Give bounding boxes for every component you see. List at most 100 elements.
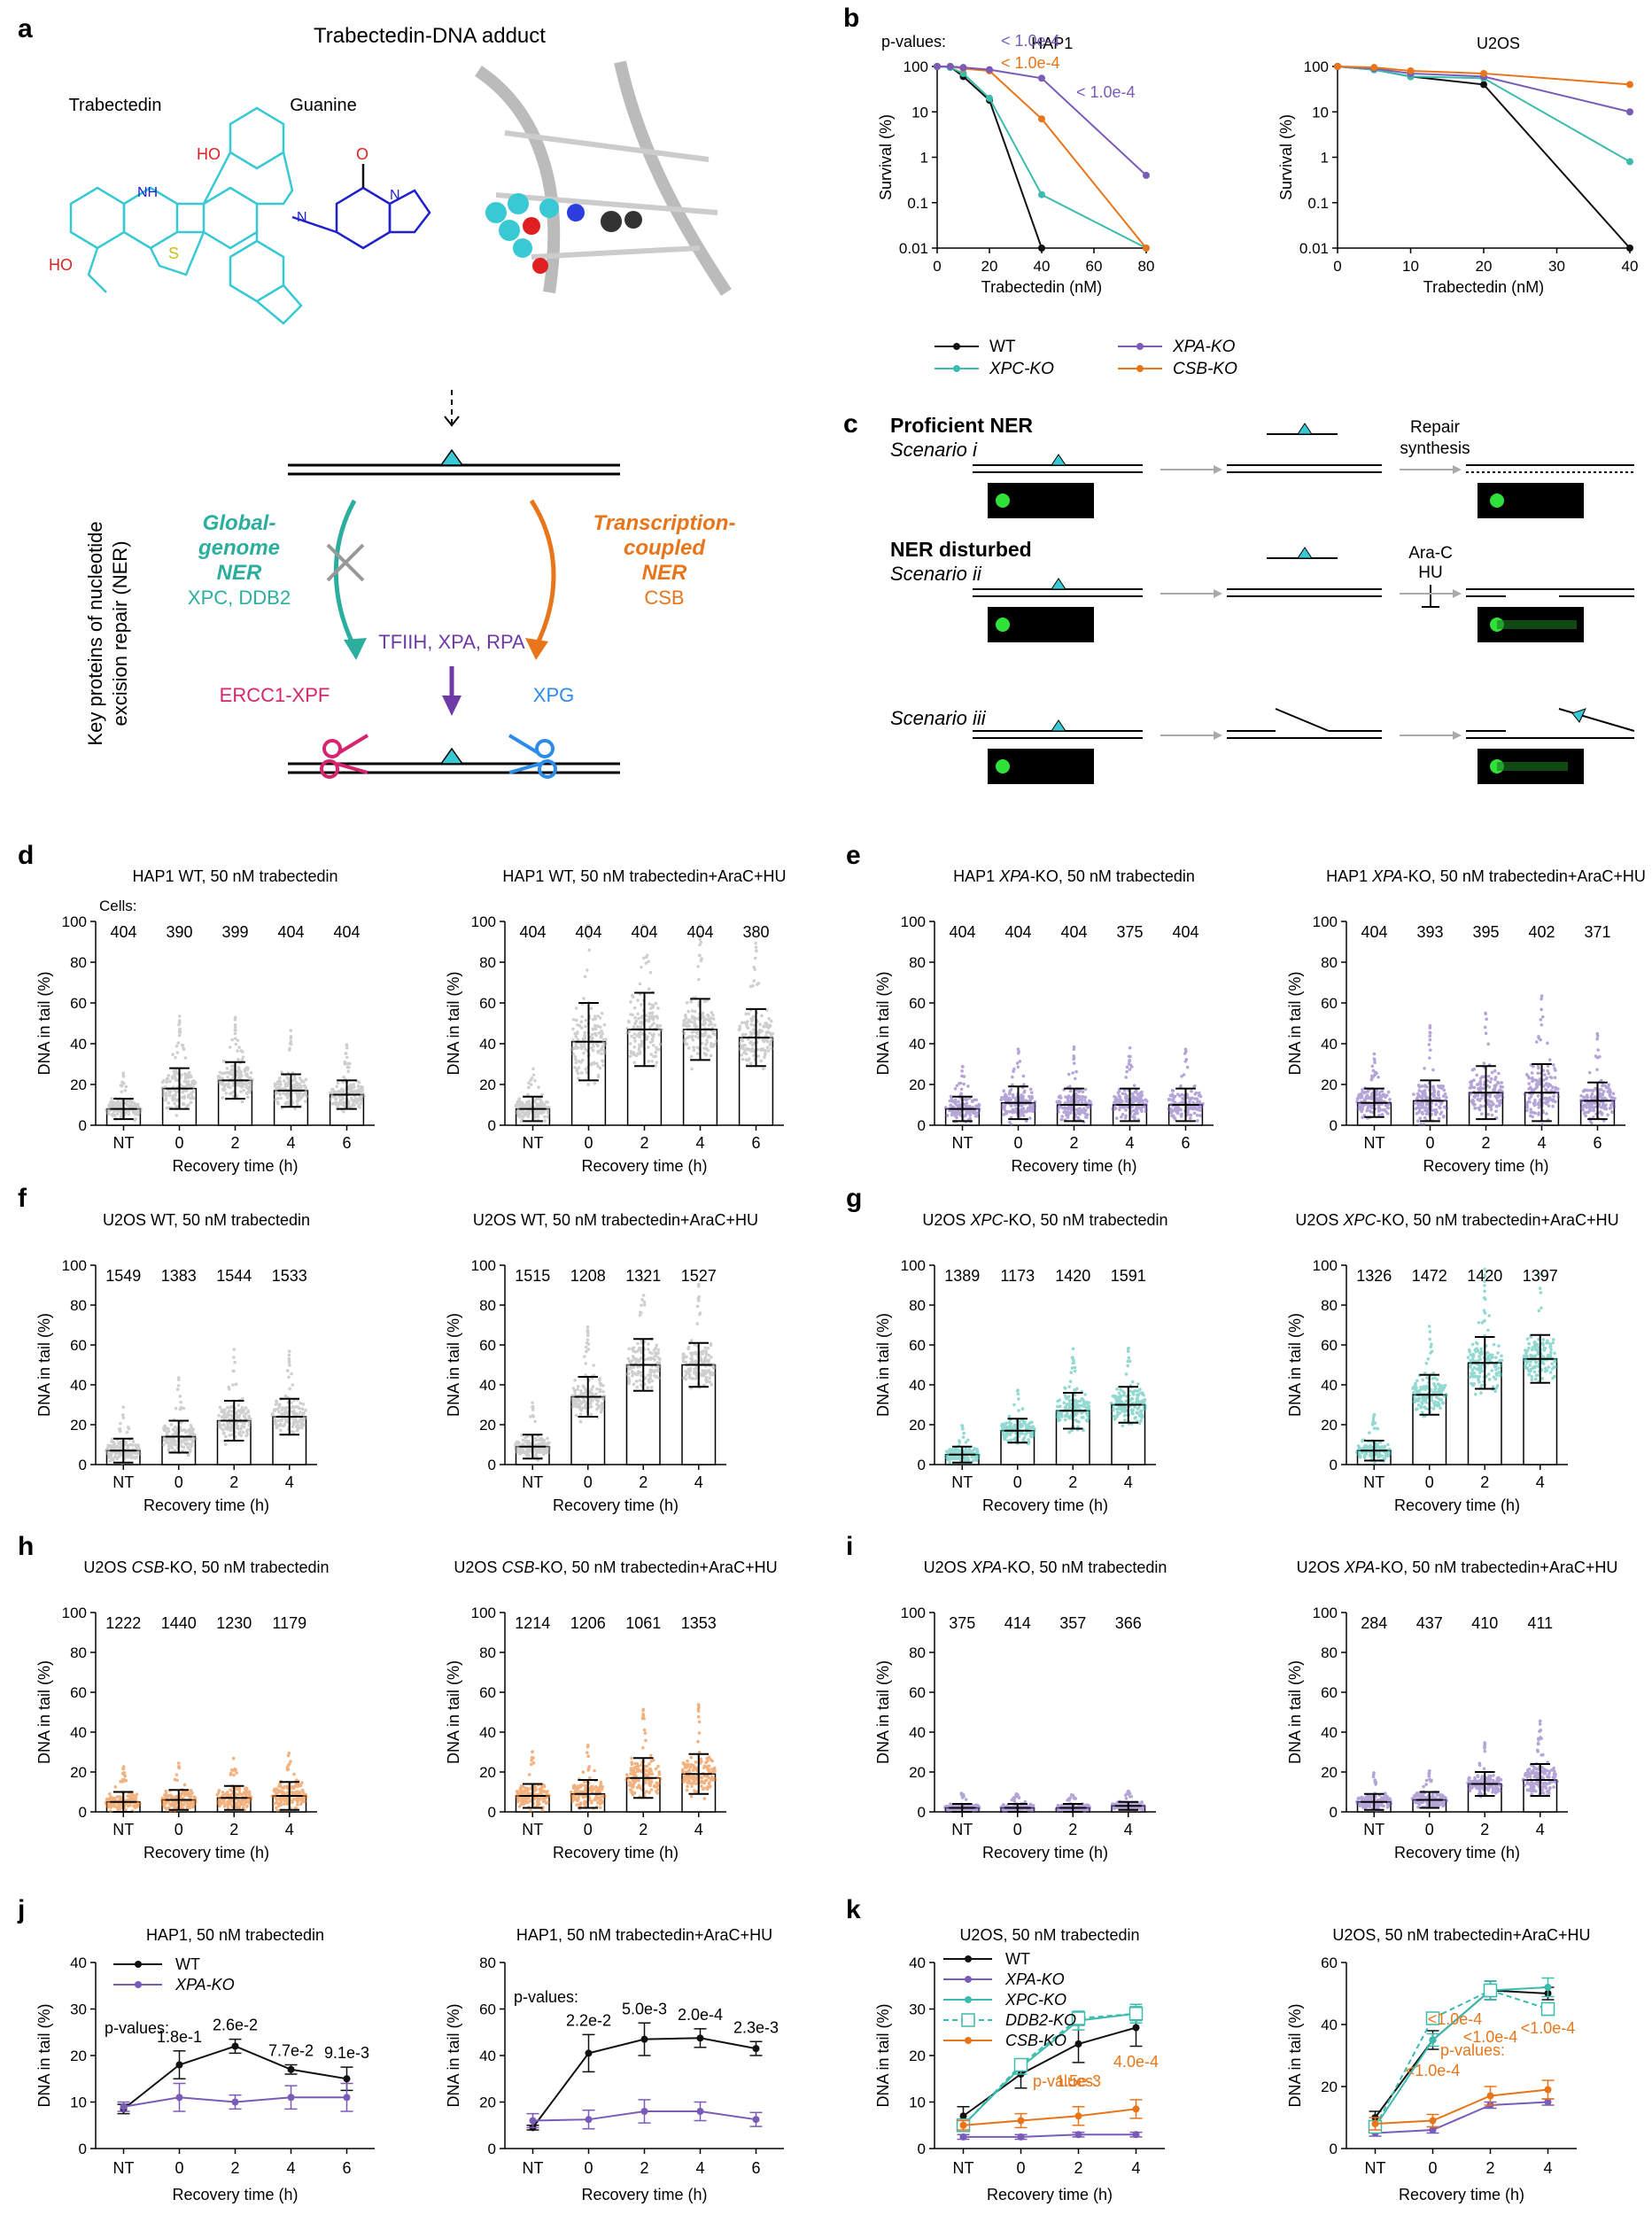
scatter-point <box>1009 1438 1013 1442</box>
scatter-point <box>598 1025 602 1030</box>
x-tick-label: NT <box>1364 1134 1385 1152</box>
scatter-point <box>128 1100 132 1104</box>
scatter-point <box>273 1084 277 1088</box>
scatter-point <box>641 1294 646 1297</box>
scatter-point <box>1366 1090 1370 1093</box>
scatter-point <box>161 1443 166 1447</box>
scatter-point <box>218 1405 222 1410</box>
scatter-point <box>1610 1109 1614 1114</box>
y-tick-label: 80 <box>1321 954 1338 971</box>
scatter-point <box>119 1453 123 1457</box>
cell-count: 1533 <box>272 1267 307 1285</box>
scatter-point <box>647 987 651 991</box>
scatter-point <box>289 1037 293 1040</box>
scatter-point <box>1412 1092 1415 1096</box>
scatter-point <box>233 1022 237 1027</box>
scatter-point <box>574 1401 578 1404</box>
scatter-point <box>579 1061 583 1064</box>
scatter-point <box>284 1418 289 1422</box>
scatter-point <box>693 1017 697 1021</box>
scatter-point <box>1027 1094 1031 1099</box>
scatter-point <box>570 1400 575 1404</box>
scatter-point <box>976 1449 980 1454</box>
scatter-point <box>232 1356 236 1359</box>
scatter-point <box>1489 1105 1493 1109</box>
scatter-point <box>593 1031 597 1036</box>
y-tick-label: 60 <box>70 1337 87 1354</box>
scatter-point <box>745 1022 748 1026</box>
scatter-point <box>1114 1098 1119 1101</box>
scatter-point <box>176 1041 180 1045</box>
scatter-point <box>948 1460 951 1465</box>
scatter-point <box>222 1408 227 1412</box>
scatter-point <box>1423 1066 1426 1070</box>
scatter-point <box>296 1099 300 1103</box>
scatter-point <box>226 1075 229 1079</box>
scatter-point <box>167 1101 171 1105</box>
scatter-point <box>280 1087 284 1091</box>
scatter-point <box>546 1445 549 1449</box>
y-axis-label: DNA in tail (%) <box>35 1313 53 1417</box>
scatter-point <box>295 1092 299 1097</box>
scatter-point <box>963 1449 967 1453</box>
scatter-point <box>627 1380 632 1383</box>
scatter-point <box>960 1074 964 1078</box>
scatter-point <box>221 1087 225 1092</box>
y-tick-label: 80 <box>909 1297 926 1314</box>
x-tick-label: 10 <box>1402 258 1419 275</box>
scatter-point <box>977 1455 981 1458</box>
scatter-point <box>742 1051 746 1055</box>
scatter-point <box>217 1424 221 1427</box>
scatter-point <box>955 1111 958 1115</box>
panel-a: a Trabectedin-DNA adduct Trabectedin Gua… <box>18 14 735 779</box>
scatter-point <box>529 1078 532 1083</box>
scatter-point <box>631 1355 635 1358</box>
scatter-point <box>598 1066 602 1070</box>
scatter-point <box>274 1087 277 1092</box>
scatter-point <box>744 1058 748 1061</box>
scatter-point <box>977 1104 981 1108</box>
scatter-point <box>584 1068 588 1071</box>
scatter-point <box>168 1079 172 1084</box>
scatter-point <box>948 1099 952 1103</box>
scatter-point <box>1529 1108 1533 1111</box>
scatter-point <box>682 1022 686 1025</box>
scatter-point <box>1130 1105 1135 1108</box>
scatter-point <box>274 1403 278 1406</box>
scatter-point <box>191 1096 196 1100</box>
x-tick-label: 20 <box>981 258 998 275</box>
scatter-point <box>681 1359 686 1364</box>
scatter-point <box>299 1096 303 1100</box>
scatter-point <box>1551 1063 1555 1067</box>
scatter-point <box>165 1439 169 1443</box>
scatter-point <box>287 1353 291 1357</box>
scatter-point <box>737 1028 741 1032</box>
y-tick-label: 40 <box>479 1036 496 1053</box>
scatter-point <box>232 1369 236 1373</box>
scatter-point <box>647 1019 651 1023</box>
scatter-point <box>182 1445 186 1449</box>
panel-letter: d <box>18 841 34 870</box>
scatter-point <box>236 1424 240 1428</box>
scatter-point <box>222 1423 226 1426</box>
scatter-point <box>701 1022 705 1027</box>
scatter-point <box>1443 1099 1447 1102</box>
scatter-point <box>1536 1094 1540 1098</box>
scatter-point <box>1116 1091 1121 1095</box>
y-tick-label: 40 <box>479 1377 496 1394</box>
scatter-point <box>1480 1086 1485 1091</box>
scatter-point <box>640 1015 643 1020</box>
scatter-point <box>1188 1098 1192 1101</box>
scatter-point <box>738 1047 741 1052</box>
scatter-point <box>654 1369 657 1372</box>
cell-count: 380 <box>742 923 769 941</box>
scatter-point <box>538 1438 541 1442</box>
scatter-point <box>240 1058 244 1062</box>
scatter-point <box>535 1102 539 1106</box>
scatter-point <box>1372 1052 1377 1056</box>
x-tick-label: 6 <box>1593 1134 1602 1152</box>
scatter-points <box>1111 1045 1149 1122</box>
scatter-point <box>1478 1079 1483 1084</box>
scatter-point <box>690 1016 694 1020</box>
scatter-point <box>648 1017 651 1021</box>
